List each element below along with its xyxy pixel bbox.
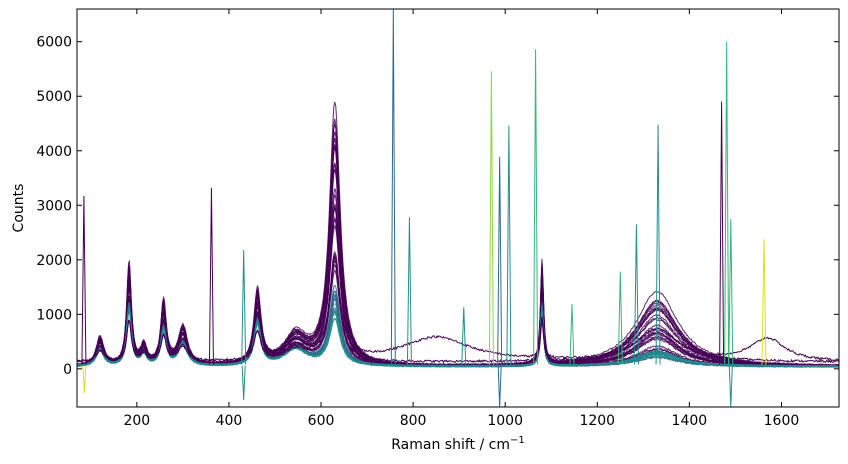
- dip-mark: [241, 365, 246, 400]
- x-axis-label: Raman shift / cm−1: [391, 435, 524, 453]
- x-axis-label-text: Raman shift / cm: [391, 437, 510, 453]
- dip-mark: [497, 365, 502, 407]
- x-axis-ticks: 200 400 600 800 1000 1200 1400 1600: [123, 9, 799, 429]
- spectrum-line: [77, 308, 839, 368]
- spike-mark: [761, 239, 767, 365]
- x-tick-label: 600: [308, 413, 335, 429]
- dip-mark: [82, 365, 87, 394]
- spike-mark: [724, 41, 730, 365]
- spike-mark: [461, 307, 467, 365]
- y-tick-label: 1000: [36, 307, 72, 323]
- spectrum-line: [77, 118, 839, 367]
- broad-feature-line: [77, 259, 839, 364]
- y-tick-label: 2000: [36, 253, 72, 269]
- x-tick-label: 1400: [672, 413, 708, 429]
- spike-mark: [406, 217, 412, 365]
- plot-background: [77, 9, 839, 407]
- x-tick-label: 400: [216, 413, 243, 429]
- y-tick-label: 5000: [36, 89, 72, 105]
- x-tick-label: 200: [123, 413, 150, 429]
- y-axis-ticks: 0 1000 2000 3000 4000 5000 6000: [36, 35, 839, 378]
- y-axis-label: Counts: [11, 184, 27, 233]
- spike-mark: [617, 271, 623, 365]
- spike-mark: [655, 124, 661, 365]
- spike-mark: [497, 156, 503, 365]
- spike-mark: [81, 195, 87, 365]
- x-tick-label: 1200: [579, 413, 615, 429]
- spike-mark: [390, 9, 396, 365]
- spike-mark: [241, 249, 247, 365]
- spike-mark: [506, 125, 512, 365]
- spike-mark: [633, 224, 639, 365]
- spike-mark: [488, 71, 494, 365]
- x-axis-label-superscript: −1: [510, 435, 525, 446]
- spike-mark: [719, 101, 725, 365]
- x-tick-label: 800: [400, 413, 427, 429]
- spike-mark: [728, 218, 734, 365]
- dip-mark: [728, 365, 733, 407]
- plot-frame: [76, 8, 840, 408]
- x-tick-label: 1600: [764, 413, 800, 429]
- y-tick-label: 0: [63, 362, 72, 378]
- y-tick-label: 3000: [36, 198, 72, 214]
- x-tick-label: 1000: [487, 413, 523, 429]
- spike-mark: [569, 303, 575, 365]
- y-tick-label: 4000: [36, 144, 72, 160]
- spike-mark: [208, 187, 214, 365]
- y-tick-label: 6000: [36, 35, 72, 51]
- series-group: [77, 9, 839, 407]
- spike-mark: [533, 49, 539, 365]
